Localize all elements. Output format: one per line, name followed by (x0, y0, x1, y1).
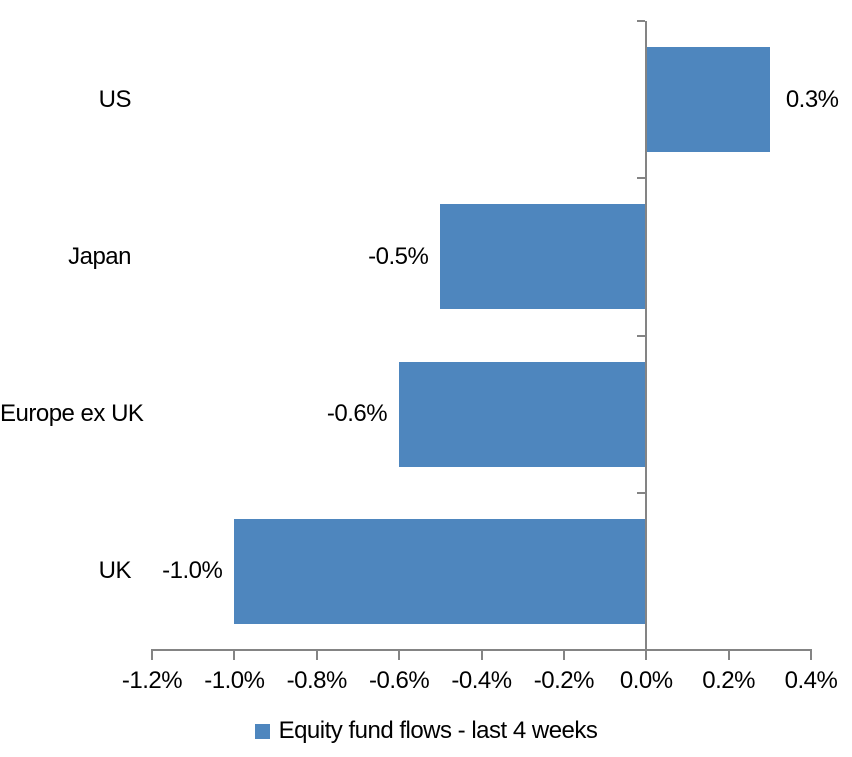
data-label: -0.6% (326, 400, 388, 428)
category-label: US (98, 85, 132, 113)
category-label: Europe ex UK (0, 400, 144, 428)
x-axis-line (151, 649, 812, 651)
x-axis-tick (315, 651, 318, 660)
category-label: UK (98, 557, 132, 585)
x-tick-label: -0.6% (369, 667, 430, 694)
x-tick-label: -0.2% (533, 667, 595, 694)
legend: Equity fund flows - last 4 weeks (0, 714, 852, 748)
y-axis-tick (637, 334, 646, 337)
x-tick-label: 0.0% (619, 667, 673, 694)
x-tick-label: -1.0% (204, 667, 265, 694)
x-axis-tick (645, 651, 648, 660)
x-axis-tick (151, 651, 153, 660)
legend-marker-icon (254, 723, 270, 739)
data-label: -1.0% (162, 557, 223, 585)
legend-label: Equity fund flows - last 4 weeks (278, 717, 598, 744)
y-axis-tick (637, 177, 646, 180)
x-tick-label: -1.2% (121, 667, 183, 694)
bar-uk (234, 518, 647, 624)
data-label: -0.5% (368, 242, 429, 270)
data-label: 0.3% (785, 85, 839, 113)
category-label: Japan (68, 242, 131, 270)
x-tick-label: 0.4% (784, 667, 838, 694)
bar-japan (440, 204, 647, 310)
bar-us (646, 47, 770, 153)
y-axis-tick (637, 491, 646, 494)
x-axis-tick (810, 651, 812, 660)
x-tick-label: 0.2% (702, 667, 755, 694)
bar-europe-ex-uk (399, 361, 647, 467)
x-axis-tick (727, 651, 730, 660)
x-tick-label: -0.4% (451, 667, 512, 694)
x-tick-label: -0.8% (286, 667, 348, 694)
x-axis-tick (398, 651, 401, 660)
x-axis-tick (480, 651, 483, 660)
y-axis-tick (637, 20, 646, 22)
x-axis-tick (233, 651, 236, 660)
y-axis-line (645, 21, 648, 650)
x-axis-tick (562, 651, 565, 660)
